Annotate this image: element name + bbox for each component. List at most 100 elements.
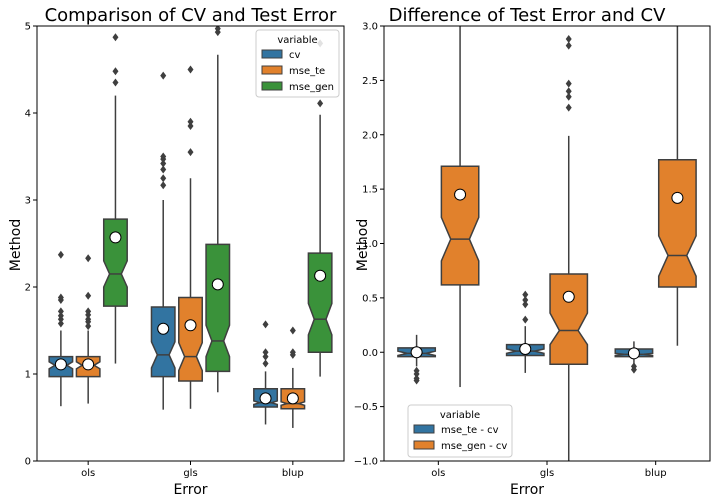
left-chart: Comparison of CV and Test Error Error Me…: [8, 5, 345, 498]
y-tick-label: 1.5: [362, 185, 378, 196]
box-body: [150, 306, 176, 378]
mean-marker: [562, 290, 575, 303]
outlier-point: [160, 165, 167, 174]
y-tick-label: −0.5: [354, 402, 378, 413]
outlier-point: [522, 300, 529, 309]
outlier-point: [160, 159, 167, 168]
legend-entry-label: cv: [289, 50, 300, 61]
box-body: [657, 159, 697, 288]
left-chart-ylabel: Method: [8, 219, 24, 272]
outlier-point: [565, 41, 572, 50]
mean-marker: [627, 347, 640, 360]
outlier-point: [160, 71, 167, 80]
outlier-point: [85, 291, 92, 300]
mean-marker: [82, 358, 95, 371]
right-chart-title: Difference of Test Error and CV: [389, 5, 667, 26]
outlier-point: [289, 348, 296, 357]
box-body: [549, 273, 589, 365]
outlier-point: [262, 359, 269, 368]
outlier-point: [565, 79, 572, 88]
left-plot-area: 0 1 2 3 4 5 ols gls blup: [25, 22, 345, 479]
outlier-point: [112, 67, 119, 76]
outlier-point: [522, 315, 529, 324]
outlier-point: [85, 307, 92, 316]
boxes-layer: [397, 26, 697, 461]
y-tick-label: 2.0: [362, 130, 378, 141]
outlier-point: [85, 322, 92, 331]
mean-marker: [211, 278, 224, 291]
mean-marker: [259, 392, 272, 405]
legend-swatch: [261, 81, 283, 91]
outlier-point: [413, 370, 420, 378]
boxes-layer: [48, 26, 333, 428]
box-body: [307, 252, 333, 353]
outlier-point: [565, 35, 572, 44]
y-tick-label: 2.5: [362, 76, 378, 87]
outlier-point: [630, 365, 637, 374]
mean-marker: [671, 191, 684, 204]
mean-marker: [519, 342, 532, 355]
outlier-point: [214, 26, 221, 33]
outlier-point: [57, 311, 64, 320]
legend-entry-label: mse_te - cv: [441, 425, 499, 436]
mean-marker: [157, 322, 170, 335]
box-mse-gen-cv-gls: [549, 35, 589, 461]
box-mse-gen-gls: [205, 26, 231, 393]
legend-swatch: [261, 65, 283, 75]
x-tick-label: ols: [431, 468, 445, 479]
y-tick-label: 4: [25, 109, 31, 120]
y-tick-label: 2: [25, 283, 31, 294]
outlier-point: [85, 254, 92, 263]
legend-title: variable: [440, 410, 480, 421]
left-chart-title: Comparison of CV and Test Error: [45, 5, 337, 26]
legend-entry-label: mse_te: [289, 66, 325, 77]
right-plot-area: −1.0 −0.5 0.0 0.5 1.0 1.5 2.0 2.5 3.0 ols gls blup: [354, 22, 711, 479]
box-cv-gls: [150, 71, 176, 410]
y-tick-label: 0.0: [362, 348, 378, 359]
outlier-point: [187, 122, 194, 131]
outlier-point: [565, 103, 572, 112]
outlier-point: [262, 352, 269, 361]
y-tick-label: 5: [25, 22, 31, 33]
legend-swatch: [413, 440, 435, 450]
outlier-point: [160, 174, 167, 183]
legend-entry-label: mse_gen - cv: [441, 441, 507, 452]
right-chart: Difference of Test Error and CV Error Me…: [354, 5, 711, 498]
y-tick-label: 3.0: [362, 22, 378, 33]
x-tick-label: blup: [645, 468, 667, 479]
legend-swatch: [261, 49, 283, 59]
right-legend: variable mse_te - cv mse_gen - cv: [407, 404, 513, 458]
outlier-point: [262, 348, 269, 357]
outlier-point: [112, 78, 119, 87]
y-tick-label: 0.5: [362, 293, 378, 304]
outlier-point: [112, 33, 119, 42]
box-mse-gen-cv-ols: [440, 26, 480, 388]
box-mse-gen-ols: [102, 33, 128, 364]
box-mse-te-gls: [178, 65, 203, 409]
box-mse-gen-cv-blup: [657, 26, 697, 346]
box-mse-te-ols: [75, 254, 101, 404]
mean-marker: [184, 319, 197, 332]
box-cv-ols: [48, 250, 74, 407]
x-tick-label: gls: [540, 468, 554, 479]
y-tick-label: 0: [25, 457, 31, 468]
legend-title: variable: [277, 35, 317, 46]
box-cv-blup: [253, 320, 279, 425]
x-tick-label: gls: [183, 468, 197, 479]
outlier-point: [85, 315, 92, 324]
right-chart-xlabel: Error: [510, 482, 544, 498]
mean-marker: [54, 358, 67, 371]
box-mse-te-cv-gls: [505, 290, 545, 373]
box-body: [178, 296, 203, 382]
left-legend: variable cv mse_te mse_gen: [255, 29, 340, 98]
outlier-point: [187, 148, 194, 157]
outlier-point: [57, 307, 64, 316]
x-tick-label: ols: [81, 468, 95, 479]
mean-marker: [286, 392, 299, 405]
outlier-point: [565, 87, 572, 96]
outlier-point: [57, 250, 64, 259]
y-tick-label: −1.0: [354, 457, 378, 468]
box-mse-te-blup: [280, 326, 306, 428]
right-chart-ylabel: Method: [355, 219, 371, 272]
outlier-point: [57, 293, 64, 302]
